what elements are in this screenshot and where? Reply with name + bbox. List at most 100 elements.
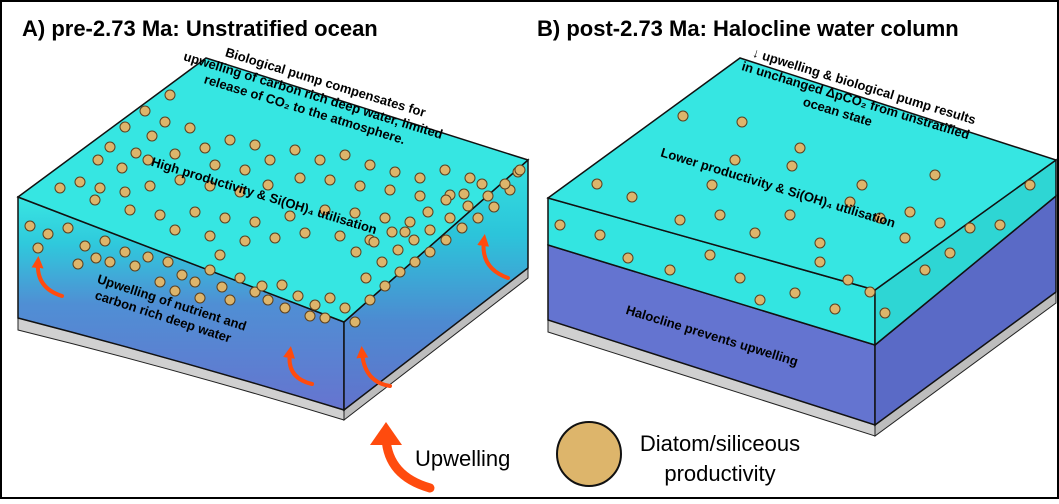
diatom-cell — [379, 280, 391, 292]
diatom-cell — [324, 174, 336, 186]
diatom-cell — [360, 272, 372, 284]
diatom-cell — [706, 179, 718, 191]
diatom-cell — [189, 276, 201, 288]
diatom-cell — [364, 159, 376, 171]
upwelling-arrow — [283, 346, 314, 386]
diatom-cell — [162, 256, 174, 268]
diatom-cell — [786, 160, 798, 172]
diatom-cell — [164, 89, 176, 101]
diatom-cell — [472, 212, 484, 224]
diatom-cell — [169, 224, 181, 236]
diatom-cell — [284, 210, 296, 222]
diatom-cell — [184, 122, 196, 134]
diatom-cell — [394, 266, 406, 278]
diatom-cell — [79, 240, 91, 252]
legend-diatom-line-1: Diatom/siliceous — [640, 431, 800, 456]
diatom-cell — [319, 312, 331, 324]
diatom-cell — [219, 212, 231, 224]
panel-b-title: B) post-2.73 Ma: Halocline water column — [537, 16, 959, 41]
diatom-cell — [262, 179, 274, 191]
diatom-cell — [462, 200, 474, 212]
diatom-cell — [289, 144, 301, 156]
diatom-cell — [514, 164, 526, 176]
diatom-cell — [339, 302, 351, 314]
diatom-cell — [169, 285, 181, 297]
diatom-cell — [42, 228, 54, 240]
diatom-cell — [262, 294, 274, 306]
panel-b-top-face — [546, 57, 1058, 291]
diatom-cell — [24, 220, 36, 232]
diatom-cell — [216, 281, 228, 293]
diatom-cell — [350, 246, 362, 258]
diatom-cell — [189, 206, 201, 218]
diatom-cell — [139, 105, 151, 117]
diatom-cell — [844, 196, 856, 208]
diatom-cell — [146, 130, 158, 142]
diatom-cell — [116, 162, 128, 174]
diatom-cell — [677, 110, 689, 122]
diatom-cell — [626, 191, 638, 203]
diatom-cell — [554, 219, 566, 231]
diatom-cell — [142, 251, 154, 263]
diatom-cell — [256, 280, 268, 292]
diatom-cell — [789, 287, 801, 299]
diatom-cell — [199, 142, 211, 154]
diatom-cell — [919, 264, 931, 276]
diatom-cell — [299, 227, 311, 239]
diatom-cell — [814, 237, 826, 249]
legend-upwelling-label: Upwelling — [415, 446, 510, 471]
diatom-cell — [784, 209, 796, 221]
panel-b-diatom-cells — [554, 110, 1036, 319]
diatom-cell — [174, 174, 186, 186]
diatom-cell — [1024, 179, 1036, 191]
diatom-cell — [714, 209, 726, 221]
diatom-cell — [324, 292, 336, 304]
diatom-cell — [364, 294, 376, 306]
diatom-cell — [456, 222, 468, 234]
diatom-cell — [386, 226, 398, 238]
legend: Upwelling Diatom/siliceous productivity — [370, 421, 800, 493]
diatom-cell — [734, 272, 746, 284]
diatom-cell — [239, 235, 251, 247]
diatom-cell — [32, 242, 44, 254]
diatom-cell — [379, 212, 391, 224]
diatom-cell — [829, 303, 841, 315]
panel-a-diatom-cells — [24, 89, 526, 328]
diatom-cell — [354, 180, 366, 192]
diatom-cell — [309, 299, 321, 311]
diatom-cell — [194, 292, 206, 304]
diatom-cell — [749, 227, 761, 239]
diatom-cell — [159, 116, 171, 128]
diatom-cell — [319, 204, 331, 216]
diatom-cell — [389, 166, 401, 178]
diatom-cell — [154, 276, 166, 288]
diatom-cell — [94, 182, 106, 194]
diatom-cell — [104, 256, 116, 268]
diatom-cell — [409, 256, 421, 268]
diatom-cell — [304, 310, 316, 322]
diatom-cell — [92, 154, 104, 166]
legend-diatom-line-2: productivity — [664, 461, 775, 486]
diatom-cell — [444, 212, 456, 224]
diatom-cell — [74, 176, 86, 188]
diatom-cell — [424, 224, 436, 236]
panel-a-front-face — [17, 195, 345, 412]
diatom-cell — [104, 141, 116, 153]
diatom-cell — [279, 302, 291, 314]
diatom-cell — [464, 172, 476, 184]
diatom-cell — [349, 316, 361, 328]
diatom-cell — [814, 256, 826, 268]
diatom-cell — [314, 154, 326, 166]
diatom-cell — [874, 212, 886, 224]
diatom-cell — [622, 252, 634, 264]
panel-b-block — [546, 57, 1058, 437]
legend-upwelling-arrowhead — [370, 422, 402, 445]
diatom-cell — [249, 139, 261, 151]
diatom-cell — [292, 290, 304, 302]
diatom-cell — [89, 194, 101, 206]
diatom-cell — [794, 142, 806, 154]
diatom-cell — [384, 184, 396, 196]
diatom-cell — [414, 190, 426, 202]
diatom-cell — [879, 307, 891, 319]
